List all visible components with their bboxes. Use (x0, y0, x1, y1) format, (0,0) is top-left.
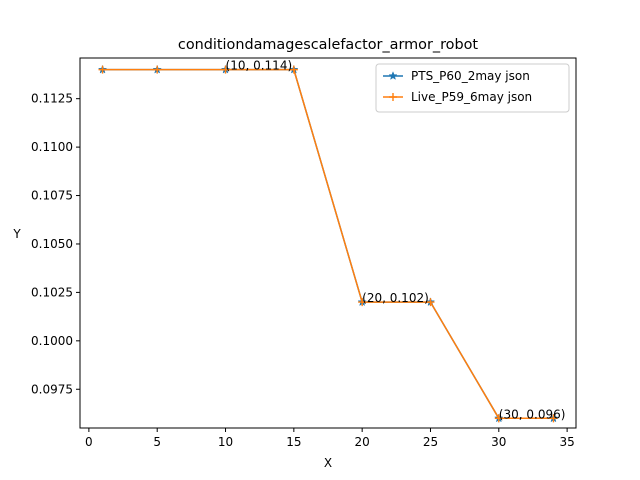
series-2 (98, 65, 558, 423)
annotation-layer: (10, 0.114) (20, 0.102) (30, 0.096) (226, 59, 566, 422)
plus-marker (98, 65, 107, 74)
series-layer (97, 64, 559, 423)
legend-entry: Live_P59_6may json (383, 90, 532, 104)
star-marker (388, 71, 398, 80)
y-tick-label: 0.1125 (31, 92, 73, 106)
plus-marker (389, 93, 397, 101)
x-tick-label: 0 (85, 435, 93, 449)
plus-marker (358, 298, 367, 307)
x-tick-label: 20 (355, 435, 370, 449)
y-tick-label: 0.1000 (31, 334, 73, 348)
axes-frame (79, 57, 577, 429)
legend-box (375, 63, 570, 113)
x-tick-label: 35 (559, 435, 574, 449)
x-axis: 0 5 10 15 20 25 30 35 (85, 428, 575, 449)
x-tick-label: 5 (153, 435, 161, 449)
legend-items: PTS_P60_2may json Live_P59_6may json (383, 69, 532, 104)
y-tick-label: 0.1100 (31, 140, 73, 154)
plus-marker (289, 65, 298, 74)
chart-title: conditiondamagescalefactor_armor_robot (178, 37, 479, 53)
y-tick-label: 0.1050 (31, 237, 73, 251)
x-tick-label: 10 (218, 435, 233, 449)
y-tick-label: 0.1075 (31, 189, 73, 203)
x-tick-label: 25 (423, 435, 438, 449)
point-annotation: (30, 0.096) (499, 407, 566, 421)
legend-entry: PTS_P60_2may json (383, 69, 530, 83)
plus-marker (494, 414, 503, 423)
y-tick-label: 0.1025 (31, 285, 73, 299)
plot-area: 0 5 10 15 20 25 30 35 0.09750.10000.10250.10500… (31, 57, 577, 449)
legend: PTS_P60_2may json Live_P59_6may json (375, 63, 570, 113)
point-annotation: (10, 0.114) (226, 59, 293, 73)
plus-marker (549, 414, 558, 423)
y-axis: 0.0975 0.1000 0.1025 0.1050 0.1075 0.1100 0.11… (31, 92, 80, 396)
y-tick-label: 0.0975 (31, 382, 73, 396)
point-annotation: (20, 0.102) (362, 291, 429, 305)
y-axis-label: Y (12, 227, 21, 241)
x-axis-label: X (324, 456, 332, 470)
legend-label: Live_P59_6may json (411, 90, 532, 104)
series-line (102, 68, 554, 420)
x-tick-label: 30 (491, 435, 506, 449)
plus-marker (153, 65, 162, 74)
x-tick-label: 15 (286, 435, 301, 449)
plus-marker (426, 298, 435, 307)
legend-label: PTS_P60_2may json (411, 69, 530, 83)
plus-marker (221, 65, 230, 74)
